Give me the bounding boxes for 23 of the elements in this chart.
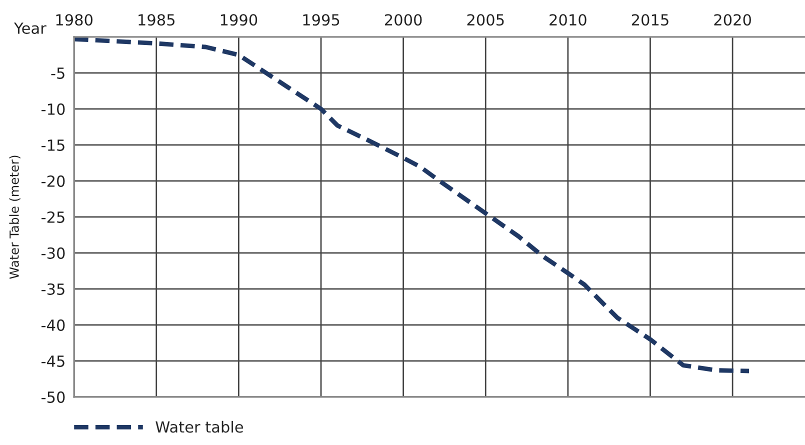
x-tick-label: 1995 (303, 14, 340, 26)
y-tick-label: -20 (42, 175, 65, 187)
x-tick-label: 1990 (220, 14, 258, 26)
x-tick-label: 1985 (138, 14, 174, 26)
y-tick-label: -35 (42, 283, 64, 295)
x-tick-label: 2005 (467, 14, 504, 26)
y-axis-title: Water Table (meter) (9, 156, 20, 279)
x-tick-label: 2020 (714, 14, 751, 26)
x-tick-label: 2010 (550, 14, 586, 26)
y-tick-label: -5 (51, 68, 64, 79)
y-tick-label: -15 (42, 140, 64, 151)
y-tick-label: -25 (42, 211, 64, 223)
legend-label: Water table (156, 420, 243, 433)
x-tick-label: 1980 (56, 14, 92, 26)
x-axis-title: Year (14, 22, 46, 34)
line-series (74, 36, 752, 374)
y-tick-label: -30 (42, 247, 65, 259)
x-tick-label: 2000 (384, 14, 422, 26)
y-tick-label: -45 (42, 356, 64, 367)
y-tick-label: -50 (42, 391, 65, 403)
x-tick-label: 2015 (632, 14, 668, 26)
y-tick-label: -10 (42, 103, 65, 115)
y-tick-label: -40 (42, 319, 65, 331)
